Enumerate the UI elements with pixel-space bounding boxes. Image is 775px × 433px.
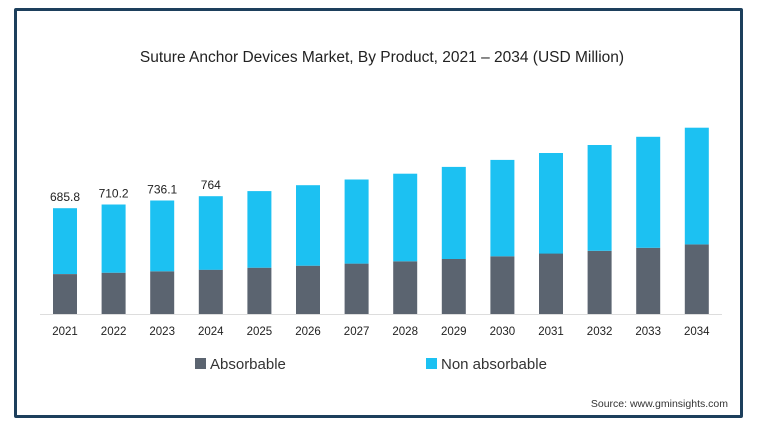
x-tick-label: 2028 (392, 326, 418, 338)
source-note: Source: www.gminsights.com (591, 398, 728, 410)
bar-non-absorbable-2028 (393, 173, 418, 262)
bar-absorbable-2030 (490, 256, 515, 314)
legend-swatch-non-absorbable (426, 358, 437, 369)
bar-absorbable-2025 (247, 267, 272, 314)
bar-absorbable-2021 (53, 274, 77, 314)
x-tick-label: 2021 (52, 326, 78, 338)
bars-group (53, 127, 709, 314)
bar-non-absorbable-2032 (587, 145, 612, 251)
data-label-2022: 710.2 (99, 187, 129, 201)
x-tick-label: 2031 (538, 326, 564, 338)
x-tick-label: 2024 (198, 326, 224, 338)
legend-swatch-absorbable (195, 358, 206, 369)
bar-non-absorbable-2024 (198, 196, 223, 270)
x-tick-label: 2030 (490, 326, 516, 338)
bar-absorbable-2026 (296, 265, 320, 314)
bar-absorbable-2024 (198, 269, 223, 314)
bar-non-absorbable-2023 (150, 200, 175, 272)
bar-non-absorbable-2034 (684, 127, 709, 245)
bar-non-absorbable-2030 (490, 159, 515, 257)
x-tick-label: 2029 (441, 326, 467, 338)
bar-non-absorbable-2029 (441, 166, 466, 259)
bar-non-absorbable-2022 (101, 204, 126, 273)
data-label-2024: 764 (201, 178, 221, 192)
bar-absorbable-2022 (101, 272, 126, 314)
bar-non-absorbable-2025 (247, 191, 272, 268)
bar-absorbable-2028 (393, 261, 418, 314)
bar-absorbable-2034 (684, 244, 709, 314)
x-tick-label: 2033 (635, 326, 661, 338)
x-tick-labels: 2021 2022 2023 2024 2025 2026 2027 2028 2029 2030… (52, 326, 710, 338)
legend-label-absorbable: Absorbable (210, 356, 286, 373)
bar-non-absorbable-2027 (344, 179, 369, 264)
legend: Absorbable Non absorbable (195, 356, 547, 373)
bar-absorbable-2033 (636, 247, 661, 314)
chart-title: Suture Anchor Devices Market, By Product… (140, 49, 624, 66)
bar-absorbable-2027 (344, 263, 369, 314)
x-tick-label: 2025 (247, 326, 273, 338)
x-tick-label: 2023 (149, 326, 175, 338)
bar-non-absorbable-2033 (636, 136, 661, 248)
x-tick-label: 2026 (295, 326, 321, 338)
x-tick-label: 2032 (587, 326, 613, 338)
data-label-2023: 736.1 (147, 183, 177, 197)
data-labels: 685.8 710.2 736.1 764 (50, 178, 221, 204)
bar-non-absorbable-2026 (296, 185, 320, 266)
x-tick-label: 2022 (101, 326, 127, 338)
x-tick-label: 2027 (344, 326, 370, 338)
data-label-2021: 685.8 (50, 190, 80, 204)
bar-absorbable-2029 (441, 258, 466, 314)
x-tick-label: 2034 (684, 326, 710, 338)
bar-absorbable-2031 (539, 253, 563, 314)
legend-label-non-absorbable: Non absorbable (441, 356, 547, 373)
bar-absorbable-2023 (150, 271, 175, 314)
bar-absorbable-2032 (587, 250, 612, 314)
chart-frame (14, 8, 743, 418)
bar-non-absorbable-2031 (539, 153, 563, 254)
bar-non-absorbable-2021 (53, 208, 77, 274)
